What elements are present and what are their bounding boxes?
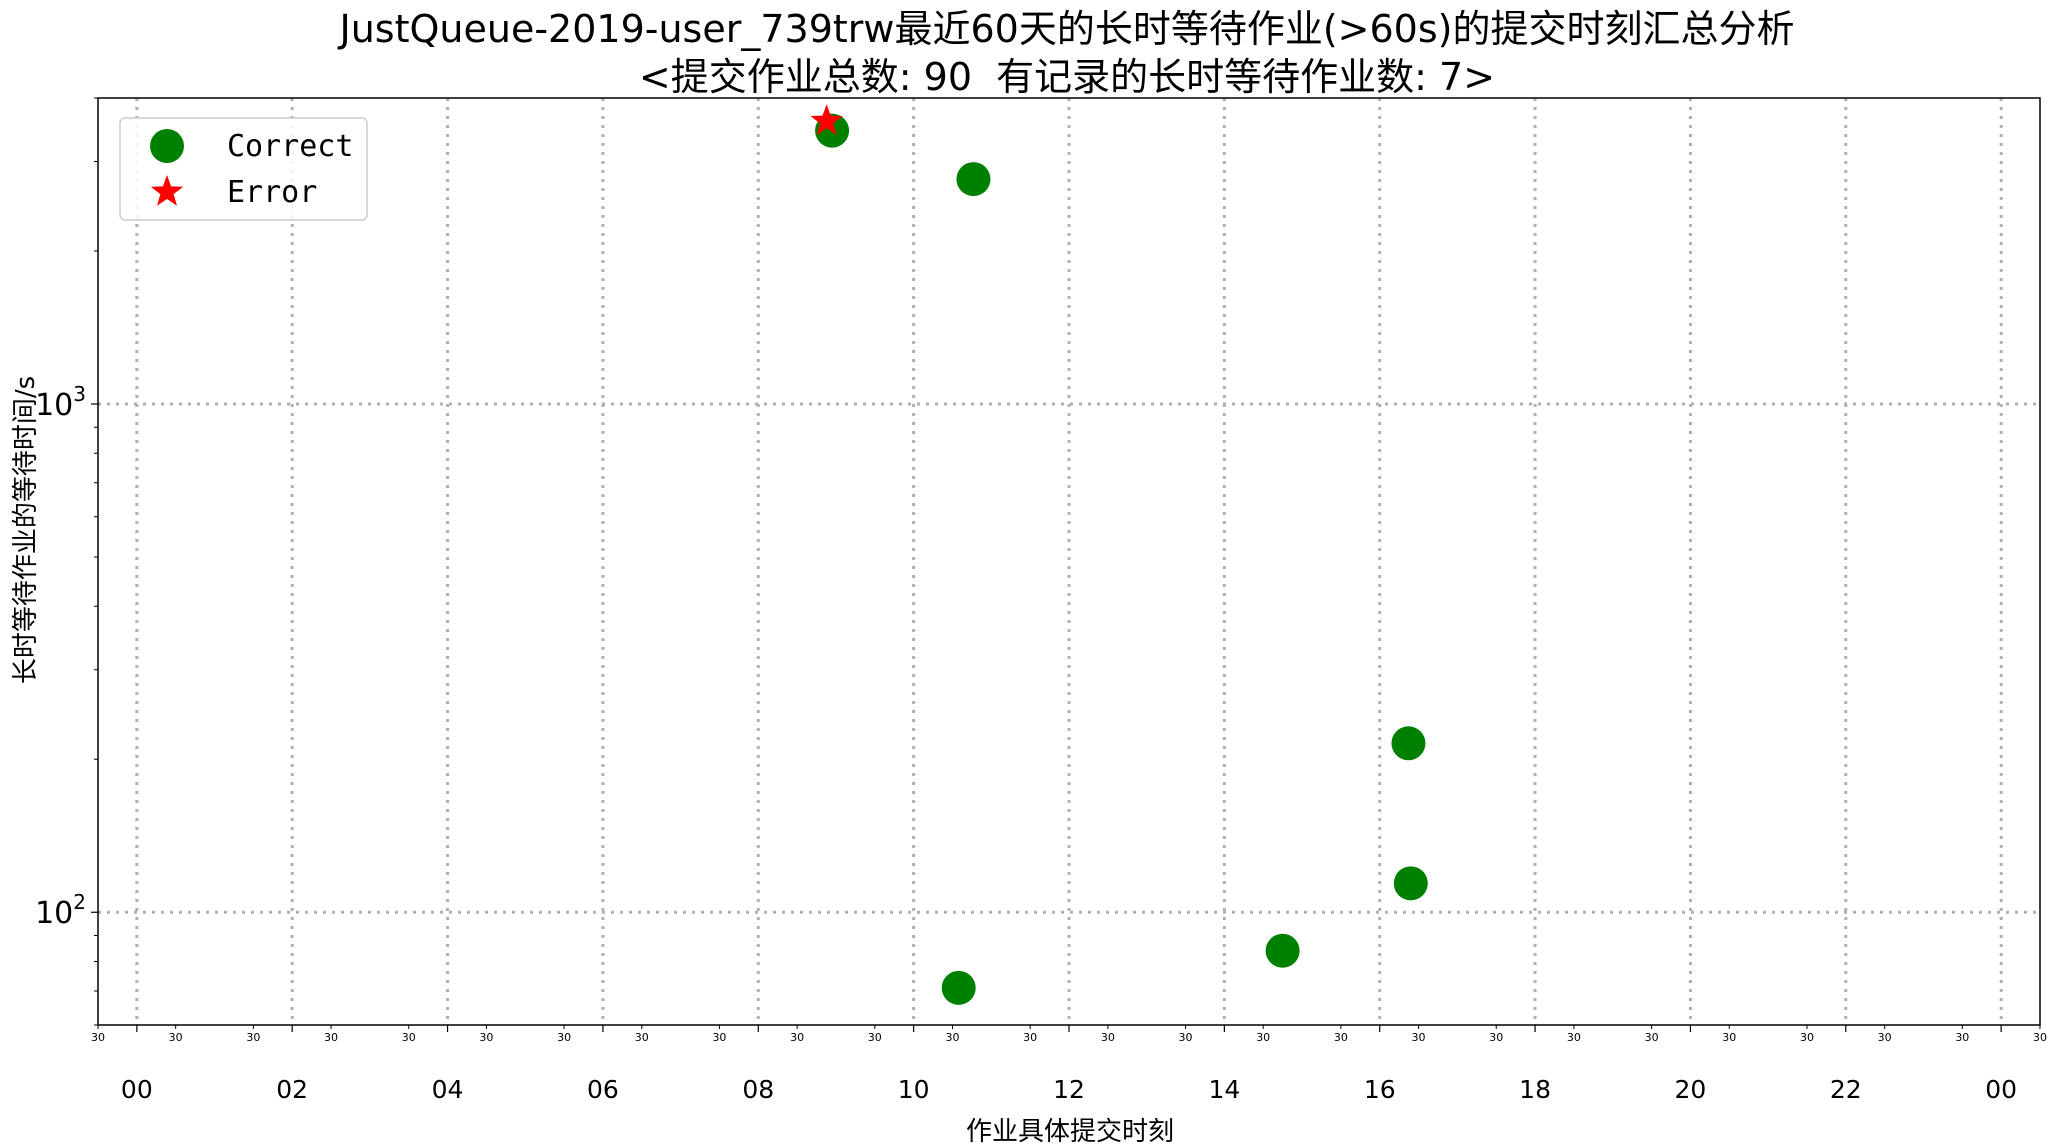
points-layer: [810, 104, 1428, 1005]
x-minor-tick-label: 30: [246, 1031, 260, 1044]
x-minor-tick-label: 30: [712, 1031, 726, 1044]
x-minor-tick-label: 30: [2033, 1031, 2047, 1044]
plot-frame: [97, 97, 2041, 1026]
point-correct: [1393, 866, 1428, 901]
chart-subtitle: <提交作业总数: 90 有记录的长时等待作业数: 7>: [639, 55, 1495, 99]
legend-marker-error: [150, 175, 184, 206]
x-tick-label: 14: [1208, 1075, 1240, 1104]
x-tick-label: 06: [587, 1075, 619, 1104]
x-tick-label: 02: [276, 1075, 308, 1104]
x-minor-tick-label: 30: [868, 1031, 882, 1044]
x-minor-tick-label: 30: [790, 1031, 804, 1044]
x-tick-label: 04: [432, 1075, 464, 1104]
x-minor-tick-label: 30: [169, 1031, 183, 1044]
axes-layer: 00 02 04 06 08 10 12 14 16 18 20 22 00 30 30 30 30 30 30 30…: [35, 97, 2047, 1104]
x-minor-tick-label: 30: [479, 1031, 493, 1044]
x-minor-tick-label: 30: [1722, 1031, 1736, 1044]
x-minor-tick-label: 30: [1023, 1031, 1037, 1044]
y-tick-exponent: 3: [73, 382, 86, 406]
x-minor-tick-label: 30: [635, 1031, 649, 1044]
x-minor-tick-label: 30: [1256, 1031, 1270, 1044]
x-tick-label: 16: [1364, 1075, 1396, 1104]
grid-layer: [98, 98, 2040, 1025]
point-correct: [941, 970, 976, 1005]
x-minor-tick-label: 30: [945, 1031, 959, 1044]
point-correct: [956, 162, 991, 197]
x-tick-label: 18: [1519, 1075, 1551, 1104]
x-axis-label: 作业具体提交时刻: [966, 1117, 1174, 1147]
x-tick-label: 20: [1675, 1075, 1707, 1104]
legend-marker-correct: [150, 129, 184, 163]
legend-label-error: Error: [227, 175, 317, 210]
x-tick-label: 22: [1830, 1075, 1862, 1104]
x-minor-tick-label: 30: [1179, 1031, 1193, 1044]
point-correct: [1265, 933, 1300, 968]
y-tick-base: 10: [35, 388, 73, 423]
x-minor-tick-label: 30: [1334, 1031, 1348, 1044]
point-error: [810, 104, 843, 136]
x-minor-tick-label: 30: [91, 1031, 105, 1044]
x-tick-label: 08: [742, 1075, 774, 1104]
x-minor-tick-label: 30: [402, 1031, 416, 1044]
x-minor-tick-label: 30: [1412, 1031, 1426, 1044]
x-minor-tick-label: 30: [1489, 1031, 1503, 1044]
chart-title: JustQueue-2019-user_739trw最近60天的长时等待作业(>…: [338, 7, 1795, 51]
y-axis-label: 长时等待作业的等待时间/s: [11, 376, 41, 684]
point-correct: [1391, 726, 1426, 761]
x-minor-tick-label: 30: [1101, 1031, 1115, 1044]
y-tick-base: 10: [35, 896, 73, 931]
x-minor-tick-label: 30: [557, 1031, 571, 1044]
x-tick-label: 00: [121, 1075, 153, 1104]
y-tick-label: 103: [35, 382, 86, 423]
x-minor-tick-label: 30: [1567, 1031, 1581, 1044]
x-minor-tick-label: 30: [324, 1031, 338, 1044]
x-minor-tick-label: 30: [1878, 1031, 1892, 1044]
x-tick-label: 10: [898, 1075, 930, 1104]
y-tick-exponent: 2: [73, 890, 86, 914]
legend-label-correct: Correct: [227, 129, 353, 164]
y-tick-label: 102: [35, 890, 86, 931]
legend: Correct Error: [119, 117, 368, 221]
x-tick-label: 12: [1053, 1075, 1085, 1104]
x-minor-tick-label: 30: [1955, 1031, 1969, 1044]
x-minor-tick-label: 30: [1645, 1031, 1659, 1044]
x-minor-tick-label: 30: [1800, 1031, 1814, 1044]
x-tick-label: 00: [1985, 1075, 2017, 1104]
